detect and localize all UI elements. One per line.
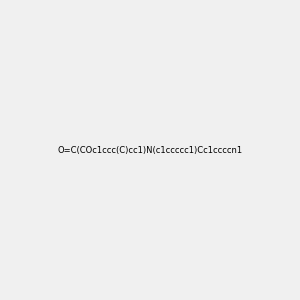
Text: O=C(COc1ccc(C)cc1)N(c1ccccc1)Cc1ccccn1: O=C(COc1ccc(C)cc1)N(c1ccccc1)Cc1ccccn1 — [57, 146, 243, 154]
